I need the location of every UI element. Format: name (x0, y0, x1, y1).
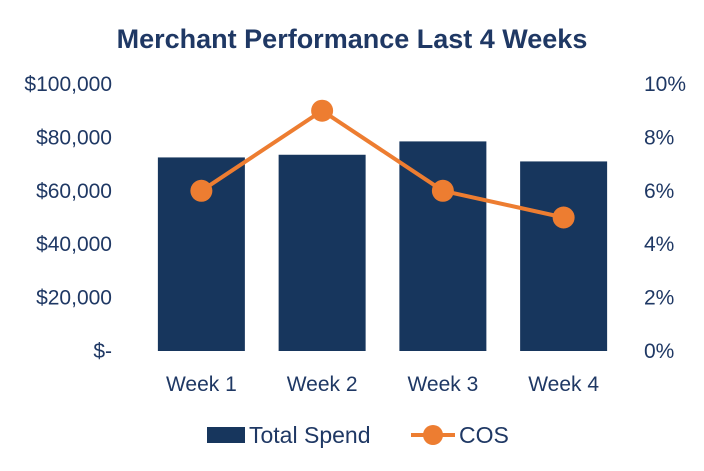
cos-line (200, 108, 565, 220)
x-tick-label: Week 3 (407, 373, 478, 396)
right-y-axis: 0% 2% 4% 6% 8% 10% (644, 73, 686, 363)
right-y-tick-label: 6% (644, 180, 674, 203)
legend-swatch-total-spend (207, 427, 245, 443)
bar (278, 154, 366, 351)
cos-point (431, 179, 454, 202)
x-axis: Week 1 Week 2 Week 3 Week 4 (166, 373, 599, 396)
chart-title: Merchant Performance Last 4 Weeks (117, 24, 588, 54)
cos-point (552, 206, 575, 229)
left-y-tick-label: $40,000 (36, 233, 112, 256)
right-y-tick-label: 2% (644, 287, 674, 310)
right-y-tick-label: 0% (644, 340, 674, 363)
left-y-tick-label: $80,000 (36, 126, 112, 149)
cos-point (190, 179, 213, 202)
legend-label-cos: COS (459, 422, 509, 448)
left-y-tick-label: $100,000 (24, 73, 112, 96)
legend: Total Spend COS (207, 422, 509, 448)
x-tick-label: Week 2 (287, 373, 358, 396)
x-tick-label: Week 1 (166, 373, 237, 396)
left-y-tick-label: $20,000 (36, 287, 112, 310)
right-y-tick-label: 10% (644, 73, 686, 96)
right-y-tick-label: 8% (644, 126, 674, 149)
line-series (190, 99, 575, 229)
bar (399, 141, 487, 351)
left-y-tick-label: $60,000 (36, 180, 112, 203)
right-y-tick-label: 4% (644, 233, 674, 256)
left-y-tick-label: $- (93, 340, 112, 363)
legend-label-total-spend: Total Spend (249, 422, 370, 448)
bar (520, 161, 608, 351)
left-y-axis: $- $20,000 $40,000 $60,000 $80,000 $100,000 (24, 73, 112, 363)
legend-marker-cos (423, 425, 443, 445)
cos-point (311, 99, 334, 122)
x-tick-label: Week 4 (528, 373, 599, 396)
